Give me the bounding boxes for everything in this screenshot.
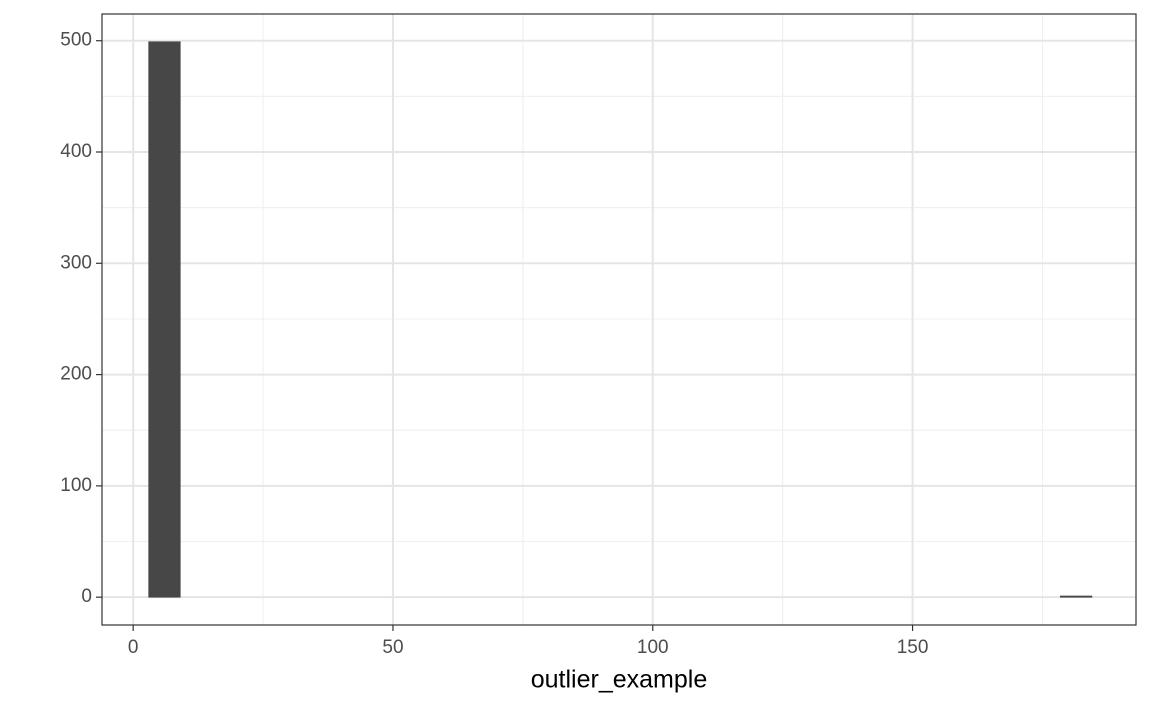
y-tick-label: 500 xyxy=(60,30,92,51)
y-tick-label: 200 xyxy=(60,364,92,385)
x-tick-label: 0 xyxy=(128,637,139,658)
y-tick-label: 100 xyxy=(60,475,92,496)
x-tick-label: 100 xyxy=(637,637,669,658)
y-tick-label: 300 xyxy=(60,252,92,273)
x-tick-label: 50 xyxy=(382,637,403,658)
bar xyxy=(148,41,181,598)
y-tick-label: 400 xyxy=(60,141,92,162)
x-tick-label: 150 xyxy=(897,637,929,658)
bar xyxy=(1059,595,1093,598)
panel xyxy=(102,14,1136,625)
x-axis-title: outlier_example xyxy=(531,666,708,694)
panel-border xyxy=(101,13,1137,626)
y-tick-label: 0 xyxy=(81,586,92,607)
